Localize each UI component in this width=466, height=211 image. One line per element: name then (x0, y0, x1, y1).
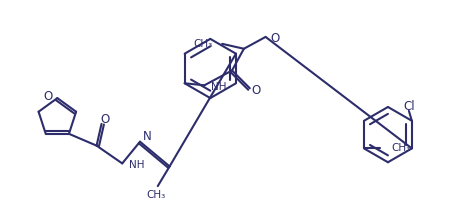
Text: O: O (43, 90, 52, 103)
Text: NH: NH (211, 82, 227, 92)
Text: CH₃: CH₃ (391, 143, 411, 153)
Text: O: O (101, 112, 110, 126)
Text: N: N (143, 130, 152, 143)
Text: O: O (271, 32, 280, 45)
Text: O: O (251, 84, 260, 97)
Text: CH₃: CH₃ (146, 190, 165, 200)
Text: Cl: Cl (403, 100, 415, 114)
Text: NH: NH (129, 160, 144, 170)
Text: CH₃: CH₃ (193, 39, 212, 49)
